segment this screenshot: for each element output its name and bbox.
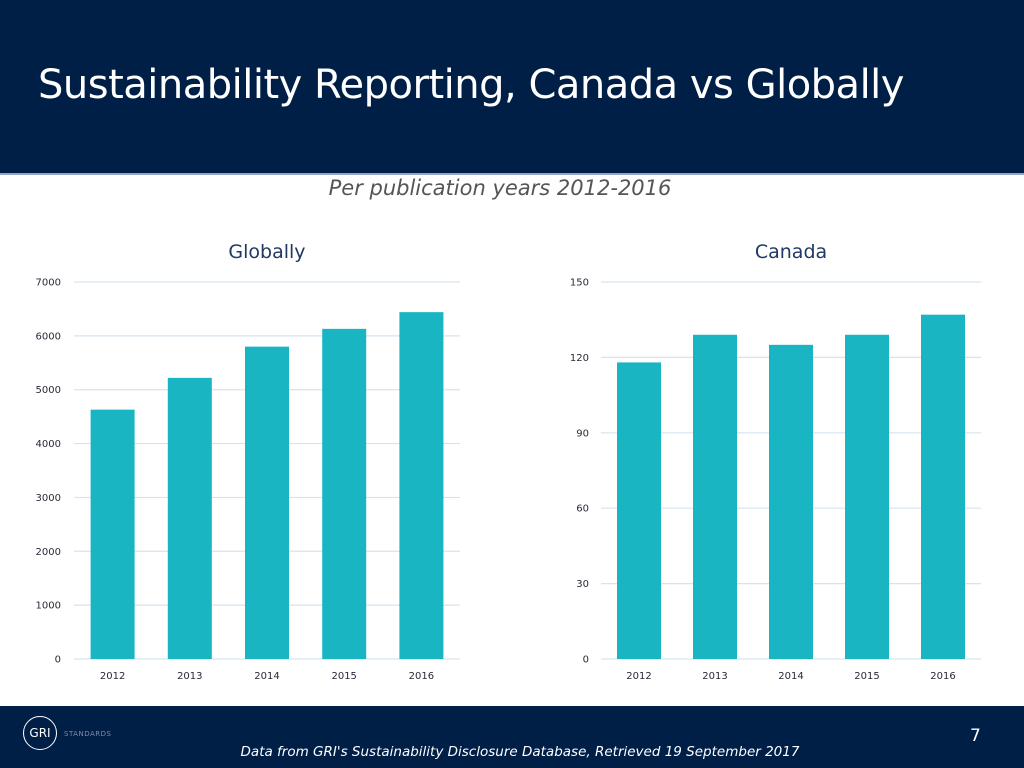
gri-logo-text: STANDARDS: [64, 730, 112, 738]
slide-footer: [0, 706, 1024, 768]
x-tick-label: 2016: [930, 671, 955, 682]
y-tick-label: 120: [570, 353, 589, 364]
y-tick-label: 30: [576, 579, 589, 590]
bar-2015: [322, 328, 367, 659]
y-tick-label: 3000: [36, 493, 61, 504]
bar-2012: [617, 362, 661, 659]
y-tick-label: 5000: [36, 385, 61, 396]
bar-2014: [245, 346, 289, 659]
bar-2012: [90, 409, 135, 659]
bar-2013: [693, 334, 737, 659]
y-tick-label: 60: [576, 504, 589, 515]
x-tick-label: 2015: [331, 671, 356, 682]
gri-logo-icon: GRI: [23, 716, 57, 750]
slide-header: Sustainability Reporting, Canada vs Glob…: [0, 0, 1024, 175]
chart-title: Canada: [755, 241, 827, 263]
y-tick-label: 0: [583, 655, 589, 666]
bar-2016: [399, 312, 444, 659]
bar-2015: [845, 334, 889, 659]
chart-globally: Globally 0 1000 2000 3000 4000 5000 6000 7000 201…: [36, 241, 460, 682]
y-tick-label: 1000: [36, 601, 61, 612]
x-tick-label: 2012: [626, 671, 651, 682]
y-tick-label: 150: [570, 278, 589, 289]
slide-subtitle: Per publication years 2012-2016: [328, 176, 672, 200]
slide-title: Sustainability Reporting, Canada vs Glob…: [38, 62, 904, 108]
x-tick-label: 2012: [100, 671, 125, 682]
data-source-note: Data from GRI's Sustainability Disclosur…: [240, 744, 800, 760]
y-tick-label: 90: [576, 428, 589, 439]
bar-2013: [167, 377, 212, 659]
chart-canada: Canada 0 30 60 90 120 150 2012 2013 2014 2015 2016: [570, 241, 981, 682]
x-tick-label: 2015: [854, 671, 879, 682]
y-tick-label: 2000: [36, 547, 61, 558]
x-tick-label: 2014: [778, 671, 803, 682]
bar-2016: [921, 314, 965, 659]
y-tick-label: 7000: [36, 278, 61, 289]
y-tick-label: 0: [55, 655, 61, 666]
chart-title: Globally: [228, 241, 305, 263]
x-tick-label: 2016: [409, 671, 434, 682]
y-tick-label: 6000: [36, 331, 61, 342]
x-tick-label: 2013: [177, 671, 202, 682]
bar-2014: [769, 344, 813, 659]
x-tick-label: 2013: [702, 671, 727, 682]
x-tick-label: 2014: [254, 671, 279, 682]
y-tick-label: 4000: [36, 439, 61, 450]
page-number: 7: [970, 726, 981, 746]
